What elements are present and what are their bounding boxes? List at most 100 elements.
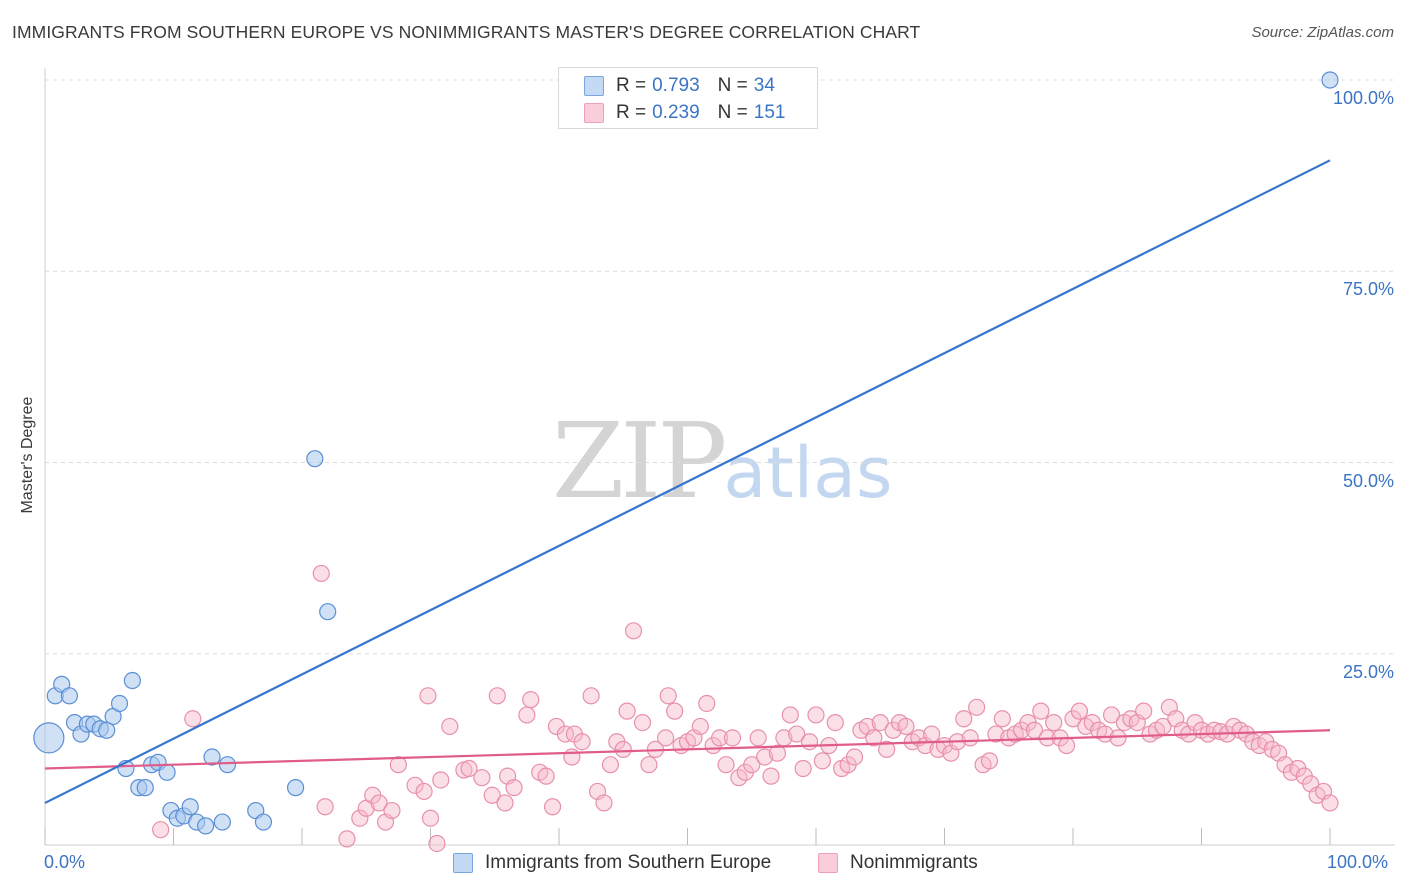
nonimmigrants-point (556, 725, 575, 743)
nonimmigrants-point (351, 809, 369, 827)
nonimmigrants-point (496, 794, 514, 812)
nonimmigrants-point (788, 725, 806, 743)
nonimmigrants-point (878, 740, 896, 758)
nonimmigrants-point (698, 694, 716, 713)
immigrants-point (306, 450, 324, 468)
y-tick-label: 75.0% (1342, 279, 1394, 300)
y-tick-label: 50.0% (1342, 470, 1394, 491)
x-tick-label-min: 0.0% (44, 852, 86, 872)
nonimmigrants-point (543, 798, 562, 816)
nonimmigrants-point (537, 767, 555, 785)
nonimmigrants-point (865, 729, 883, 747)
nonimmigrants-point (389, 756, 407, 774)
immigrants-point (197, 817, 215, 835)
nonimmigrants-point (800, 733, 819, 751)
source-label: Source: ZipAtlas.com (1251, 24, 1394, 41)
nonimmigrants-point (624, 622, 643, 640)
immigrants-point (1321, 71, 1339, 89)
legend-r-value: 0.793 (652, 75, 700, 96)
nonimmigrants-point (370, 794, 388, 812)
x-tick-label-max: 100.0% (1327, 852, 1389, 872)
nonimmigrants-point (1032, 702, 1050, 720)
immigrants-point (60, 687, 79, 705)
legend-n-value: 151 (753, 102, 786, 123)
immigrants-point (123, 671, 141, 690)
immigrants-point (319, 603, 337, 621)
legend-r-label: R = (616, 102, 647, 123)
nonimmigrants-point (871, 713, 889, 732)
nonimmigrants-point (897, 717, 915, 736)
legend-item-nonimmigrants[interactable]: Nonimmigrants (818, 852, 978, 874)
nonimmigrants-point (312, 564, 330, 583)
nonimmigrants-point (768, 744, 787, 762)
nonimmigrants-point (923, 725, 941, 743)
nonimmigrants-point (1102, 706, 1121, 724)
nonimmigrants-point (1321, 794, 1339, 812)
nonimmigrants-point (419, 687, 437, 705)
nonimmigrants-point (338, 830, 356, 848)
grid-lines (45, 79, 1395, 655)
nonimmigrants-point (415, 782, 433, 801)
nonimmigrants-point (633, 713, 652, 732)
nonimmigrants-point (1045, 713, 1063, 732)
legend-item-immigrants[interactable]: Immigrants from Southern Europe (453, 852, 771, 874)
nonimmigrants-point (1070, 702, 1089, 720)
nonimmigrants-point (743, 756, 761, 774)
nonimmigrants-point (383, 801, 401, 820)
nonimmigrants-point (749, 729, 767, 747)
nonimmigrants-point (961, 729, 979, 747)
nonimmigrants-point (794, 759, 812, 778)
immigrants-point (286, 779, 305, 797)
legend-r-label: R = (616, 75, 647, 96)
nonimmigrants-point (781, 706, 799, 724)
nonimmigrants-point (618, 702, 636, 720)
watermark-zip: ZIP (552, 400, 727, 522)
nonimmigrants-trend-line (44, 729, 1331, 770)
nonimmigrants-point (152, 821, 170, 839)
watermark: ZIPatlas (552, 400, 892, 522)
legend-row-immigrants: R = 0.793 N = 34 (584, 74, 775, 98)
nonimmigrants-point (845, 748, 864, 766)
immigrants-point (98, 721, 116, 739)
immigrants-point (203, 748, 221, 766)
nonimmigrants-point (993, 710, 1011, 728)
nonimmigrants-point (813, 752, 832, 770)
legend-swatch-blue (584, 76, 604, 96)
nonimmigrants-point (573, 733, 591, 751)
immigrants-point (33, 722, 65, 754)
nonimmigrants-point (522, 691, 540, 709)
nonimmigrants-point (1109, 729, 1127, 747)
nonimmigrants-point (980, 752, 999, 770)
immigrants-point (110, 694, 129, 713)
legend-label-immigrants: Immigrants from Southern Europe (485, 852, 772, 873)
immigrants-point (213, 813, 231, 831)
nonimmigrants-point (406, 776, 424, 794)
nonimmigrants-point (518, 706, 536, 724)
nonimmigrants-point (691, 717, 709, 736)
immigrants-point (136, 779, 154, 797)
nonimmigrants-point (421, 809, 440, 827)
y-tick-label: 100.0% (1332, 88, 1394, 108)
nonimmigrants-point (582, 687, 600, 705)
nonimmigrants-point (968, 698, 986, 716)
nonimmigrants-point (987, 725, 1005, 743)
nonimmigrants-point (1135, 702, 1153, 720)
nonimmigrants-point (657, 729, 675, 747)
immigrants-point (254, 813, 273, 831)
nonimmigrants-point (659, 687, 677, 705)
nonimmigrants-point (723, 729, 742, 747)
axes (44, 68, 1395, 846)
nonimmigrants-point (184, 710, 202, 728)
nonimmigrants-point (717, 756, 735, 774)
immigrants-points (33, 71, 1339, 835)
immigrants-trend-line (44, 159, 1331, 804)
watermark-atlas: atlas (723, 432, 893, 514)
y-tick-label: 25.0% (1342, 661, 1394, 682)
nonimmigrants-point (432, 771, 450, 789)
immigrants-point (218, 756, 237, 774)
chart-title: IMMIGRANTS FROM SOUTHERN EUROPE VS NONIM… (12, 22, 921, 42)
nonimmigrants-point (483, 786, 501, 804)
nonimmigrants-point (711, 729, 729, 747)
nonimmigrants-point (316, 798, 334, 816)
nonimmigrants-point (955, 710, 973, 728)
